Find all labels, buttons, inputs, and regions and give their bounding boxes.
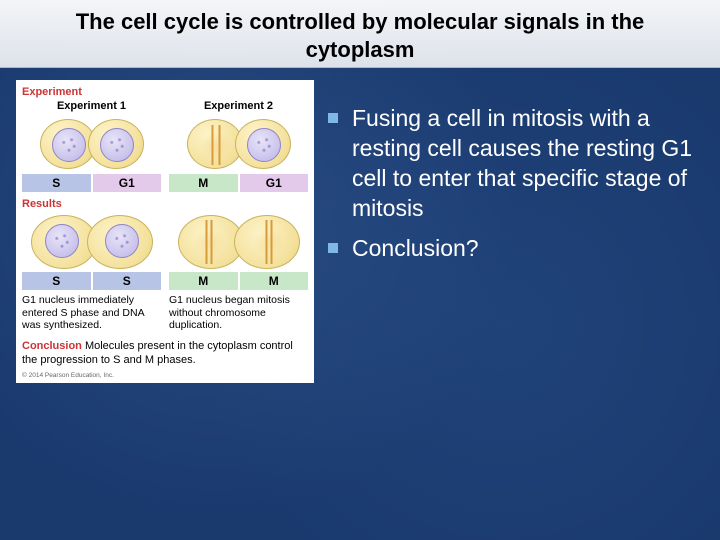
- phase-label: G1: [93, 174, 162, 192]
- bullet-text: Fusing a cell in mitosis with a resting …: [352, 104, 704, 224]
- experiment-label: Experiment: [22, 86, 82, 98]
- exp1-heading: Experiment 1: [22, 100, 161, 112]
- exp2-heading: Experiment 2: [169, 100, 308, 112]
- phase-label: M: [169, 174, 238, 192]
- exp1-caption: G1 nucleus immediately entered S phase a…: [22, 294, 161, 332]
- exp1-cells: [36, 117, 148, 171]
- spindle-icon: [193, 125, 239, 165]
- exp2-caption: G1 nucleus began mitosis without chromos…: [169, 294, 308, 332]
- list-item: Conclusion?: [328, 234, 704, 264]
- cell-g1-phase: [88, 119, 144, 169]
- spindle-icon: [186, 220, 232, 264]
- nucleus-icon: [45, 224, 79, 258]
- phase-label: S: [22, 272, 91, 290]
- experiment-headings-row: Experiment 1 Experiment 2: [22, 100, 308, 115]
- slide-body: Experiment Experiment 1 Experiment 2: [0, 68, 720, 383]
- bullet-list: Fusing a cell in mitosis with a resting …: [328, 80, 704, 383]
- experiment-figure: Experiment Experiment 1 Experiment 2: [16, 80, 314, 383]
- phase-label: G1: [240, 174, 309, 192]
- phase-label: M: [169, 272, 238, 290]
- phase-label: S: [22, 174, 91, 192]
- result-phase-labels: S S M M: [22, 272, 308, 290]
- fused-cells-row: [22, 212, 308, 271]
- results-label: Results: [22, 198, 308, 210]
- bullet-marker-icon: [328, 113, 338, 123]
- phase-label: S: [93, 272, 162, 290]
- bullet-marker-icon: [328, 243, 338, 253]
- exp1-fused-cell: [31, 214, 153, 270]
- figure-conclusion: Conclusion Molecules present in the cyto…: [22, 340, 308, 368]
- top-phase-labels: S G1 M G1: [22, 174, 308, 192]
- list-item: Fusing a cell in mitosis with a resting …: [328, 104, 704, 224]
- nucleus-icon: [247, 128, 281, 162]
- captions-row: G1 nucleus immediately entered S phase a…: [22, 292, 308, 332]
- exp2-cells: [183, 117, 295, 171]
- phase-label: M: [240, 272, 309, 290]
- copyright-text: © 2014 Pearson Education, Inc.: [22, 372, 308, 379]
- spindle-icon: [246, 220, 292, 264]
- exp2-fused-cell: [178, 214, 300, 270]
- slide-title: The cell cycle is controlled by molecula…: [0, 0, 720, 68]
- nucleus-icon: [100, 128, 134, 162]
- conclusion-label: Conclusion: [22, 340, 82, 352]
- cell-g1-phase: [235, 119, 291, 169]
- top-cells-row: [22, 115, 308, 173]
- bullet-text: Conclusion?: [352, 234, 479, 264]
- nucleus-icon: [105, 224, 139, 258]
- nucleus-icon: [52, 128, 86, 162]
